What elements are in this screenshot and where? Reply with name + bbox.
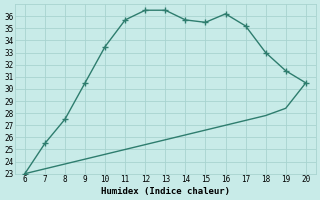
X-axis label: Humidex (Indice chaleur): Humidex (Indice chaleur) [101, 187, 230, 196]
